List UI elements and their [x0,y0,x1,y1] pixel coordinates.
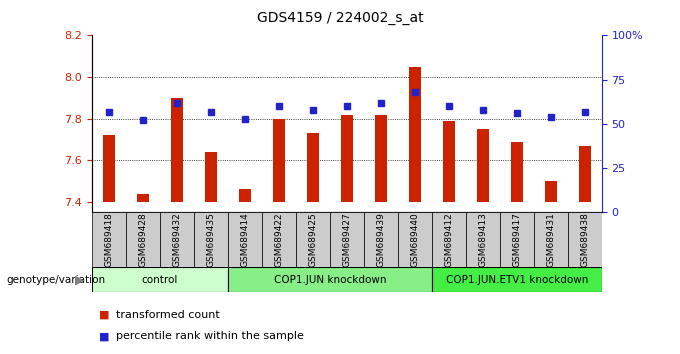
Text: GSM689418: GSM689418 [104,212,114,267]
Bar [432,212,466,267]
Text: GSM689412: GSM689412 [444,212,454,267]
Text: GSM689439: GSM689439 [376,212,386,267]
Text: GSM689438: GSM689438 [580,212,590,267]
Text: GSM689440: GSM689440 [410,212,420,267]
Text: control: control [141,275,178,285]
Text: GSM689432: GSM689432 [172,212,182,267]
Text: COP1.JUN knockdown: COP1.JUN knockdown [273,275,386,285]
Text: GSM689422: GSM689422 [274,212,284,267]
Bar [579,146,591,202]
Bar [534,212,568,267]
Bar [228,212,262,267]
Text: GSM689425: GSM689425 [308,212,318,267]
Bar [466,212,500,267]
Bar [262,212,296,267]
Bar [103,135,115,202]
Bar [443,121,455,202]
Bar [364,212,398,267]
Bar [126,212,160,267]
Text: GSM689414: GSM689414 [240,212,250,267]
Text: GSM689428: GSM689428 [138,212,148,267]
Bar [92,212,126,267]
Bar [194,212,228,267]
Bar [409,67,421,202]
Bar [398,212,432,267]
Bar [307,133,319,202]
Bar [511,142,523,202]
Text: GSM689431: GSM689431 [546,212,556,267]
Text: GDS4159 / 224002_s_at: GDS4159 / 224002_s_at [256,11,424,25]
Text: ■: ■ [99,331,109,341]
Bar [341,115,353,202]
Bar [228,267,432,292]
Text: GSM689427: GSM689427 [342,212,352,267]
Bar [432,267,602,292]
Bar [239,189,251,202]
Text: COP1.JUN.ETV1 knockdown: COP1.JUN.ETV1 knockdown [445,275,588,285]
Text: ■: ■ [99,310,109,320]
Text: ▶: ▶ [75,273,85,286]
Text: percentile rank within the sample: percentile rank within the sample [116,331,303,341]
Bar [330,212,364,267]
Bar [545,181,557,202]
Bar [171,98,183,202]
Text: GSM689413: GSM689413 [478,212,488,267]
Bar [160,212,194,267]
Bar [568,212,602,267]
Bar [296,212,330,267]
Bar [205,152,217,202]
Text: GSM689435: GSM689435 [206,212,216,267]
Bar [375,115,387,202]
Text: genotype/variation: genotype/variation [7,275,106,285]
Bar [273,119,285,202]
Bar [137,194,149,202]
Text: GSM689417: GSM689417 [512,212,522,267]
Bar [500,212,534,267]
Text: transformed count: transformed count [116,310,220,320]
Bar [477,129,489,202]
Bar [92,267,228,292]
